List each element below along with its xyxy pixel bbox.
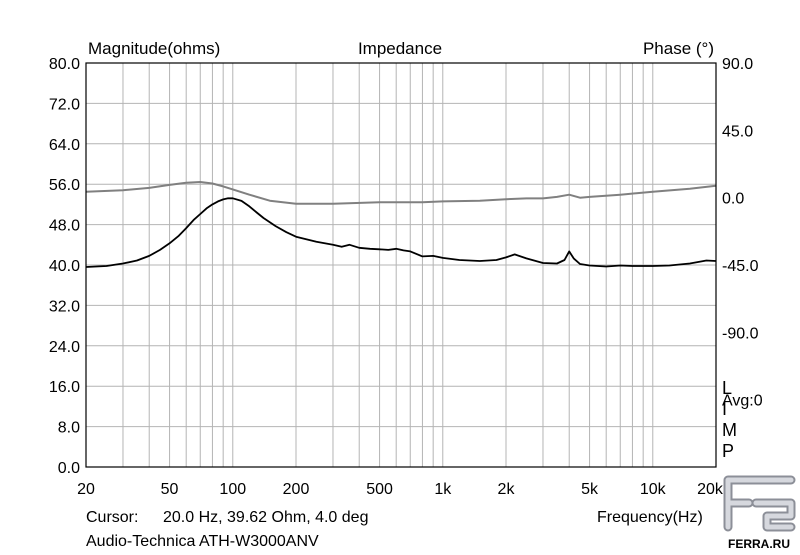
left-tick-label: 16.0 [49,379,80,396]
phase-series-line [85,181,717,205]
right-axis-label: Phase (°) [643,39,714,58]
x-tick-label: 2k [498,481,516,498]
magnitude-series-line [85,197,717,268]
right-tick-label: -45.0 [722,258,759,275]
x-tick-label: 500 [366,481,393,498]
right-tick-label: 45.0 [722,123,753,140]
x-tick-label: 10k [640,481,667,498]
left-axis-label: Magnitude(ohms) [88,39,220,58]
x-tick-label: 50 [161,481,179,498]
x-tick-label: 100 [219,481,246,498]
series-layer [85,181,717,268]
left-tick-label: 80.0 [49,56,80,73]
left-tick-label: 72.0 [49,96,80,113]
side-letter: L [722,378,732,398]
cursor-readout: 20.0 Hz, 39.62 Ohm, 4.0 deg [163,509,368,526]
left-tick-label: 48.0 [49,218,80,235]
side-letter: M [722,420,737,440]
right-tick-label: 0.0 [722,191,744,208]
left-tick-label: 8.0 [58,420,80,437]
right-tick-label: 90.0 [722,56,753,73]
x-tick-label: 20k [697,481,724,498]
ferra-watermark-logo: FERRA.RU [723,475,796,551]
chart-title: Impedance [358,39,442,58]
x-tick-label: 200 [283,481,310,498]
left-tick-label: 64.0 [49,137,80,154]
axis-labels: 80.0 72.0 64.0 56.0 48.0 40.0 32.0 24.0 16.0 8.0 0… [49,56,763,498]
right-annotation-label: Avg:0 [722,393,763,410]
x-tick-label: 1k [434,481,452,498]
left-tick-label: 32.0 [49,298,80,315]
side-letter: I [722,399,727,419]
x-tick-label: 20 [77,481,95,498]
side-letter: P [722,441,734,461]
left-tick-label: 56.0 [49,177,80,194]
cursor-label: Cursor: [86,509,138,526]
device-name: Audio-Technica ATH-W3000ANV [86,533,319,550]
plot-frame [85,62,717,468]
left-tick-label: 0.0 [58,460,80,477]
left-tick-label: 40.0 [49,258,80,275]
left-tick-label: 24.0 [49,339,80,356]
ferra-logo-text: FERRA.RU [728,537,790,551]
right-tick-label: -90.0 [722,325,759,342]
x-tick-label: 5k [581,481,599,498]
x-axis-label: Frequency(Hz) [597,509,703,526]
grid-lines [86,63,716,467]
ferra-logo-mark [723,475,796,532]
